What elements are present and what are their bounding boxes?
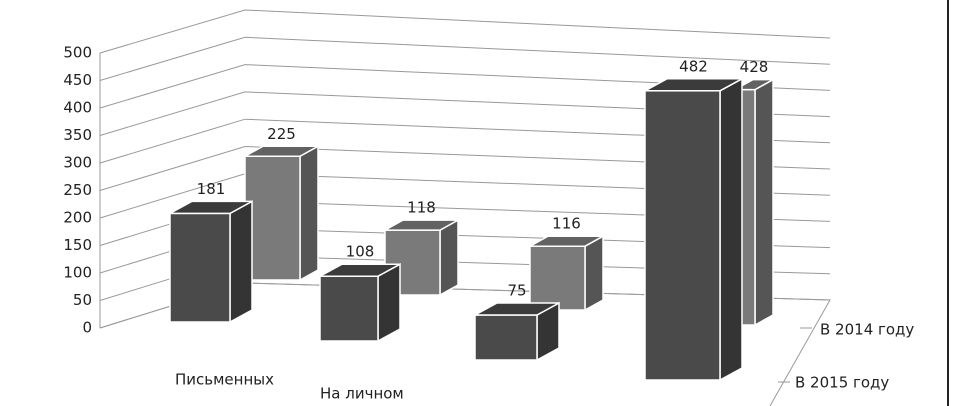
grid-line	[99, 9, 831, 54]
grid-line	[99, 118, 831, 164]
data-label: 428	[740, 58, 769, 76]
bar-side	[377, 262, 401, 343]
bar-top	[382, 219, 461, 231]
bar-side	[299, 144, 319, 282]
grid-line	[99, 64, 831, 109]
data-label: 482	[679, 57, 708, 75]
bar-top	[732, 78, 776, 91]
bar	[644, 90, 721, 381]
legend-label: В 2014 году	[820, 321, 914, 339]
grid-line	[99, 36, 831, 81]
grid-line	[99, 91, 831, 136]
x-tick-label: Письменных	[175, 371, 274, 389]
bar	[244, 155, 301, 281]
y-tick-label: 450	[63, 71, 92, 89]
y-tick-label: 250	[63, 181, 92, 199]
data-label: 118	[407, 199, 436, 217]
bar-side	[754, 78, 774, 327]
data-label: 181	[197, 180, 226, 198]
bar	[474, 314, 538, 361]
bar-top	[644, 78, 743, 92]
y-tick-label: 150	[63, 236, 92, 254]
data-label: 75	[507, 282, 526, 300]
bar-side	[229, 200, 253, 324]
y-tick-label: 0	[82, 319, 92, 337]
bar-side	[584, 234, 604, 312]
bar-side	[439, 218, 459, 297]
data-label: 225	[267, 125, 296, 143]
y-tick-label: 50	[73, 291, 92, 309]
bar	[319, 275, 379, 342]
y-tick-label: 200	[63, 209, 92, 227]
bar	[169, 212, 231, 323]
bar-top	[474, 302, 560, 316]
data-label: 108	[346, 243, 375, 261]
bar-top	[242, 145, 321, 157]
bar-top	[527, 235, 606, 247]
y-tick-label: 100	[63, 264, 92, 282]
bar-side	[719, 77, 743, 382]
y-tick-label: 350	[63, 126, 92, 144]
bar	[529, 245, 586, 311]
y-tick-label: 400	[63, 99, 92, 117]
bar-top	[169, 200, 253, 215]
bar-top	[319, 263, 401, 277]
data-label: 116	[552, 215, 581, 233]
x-tick-label: На личном	[320, 385, 404, 403]
y-tick-label: 500	[63, 44, 92, 62]
legend-label: В 2015 году	[795, 374, 889, 392]
grid-line	[99, 145, 831, 191]
y-tick-label: 300	[63, 154, 92, 172]
